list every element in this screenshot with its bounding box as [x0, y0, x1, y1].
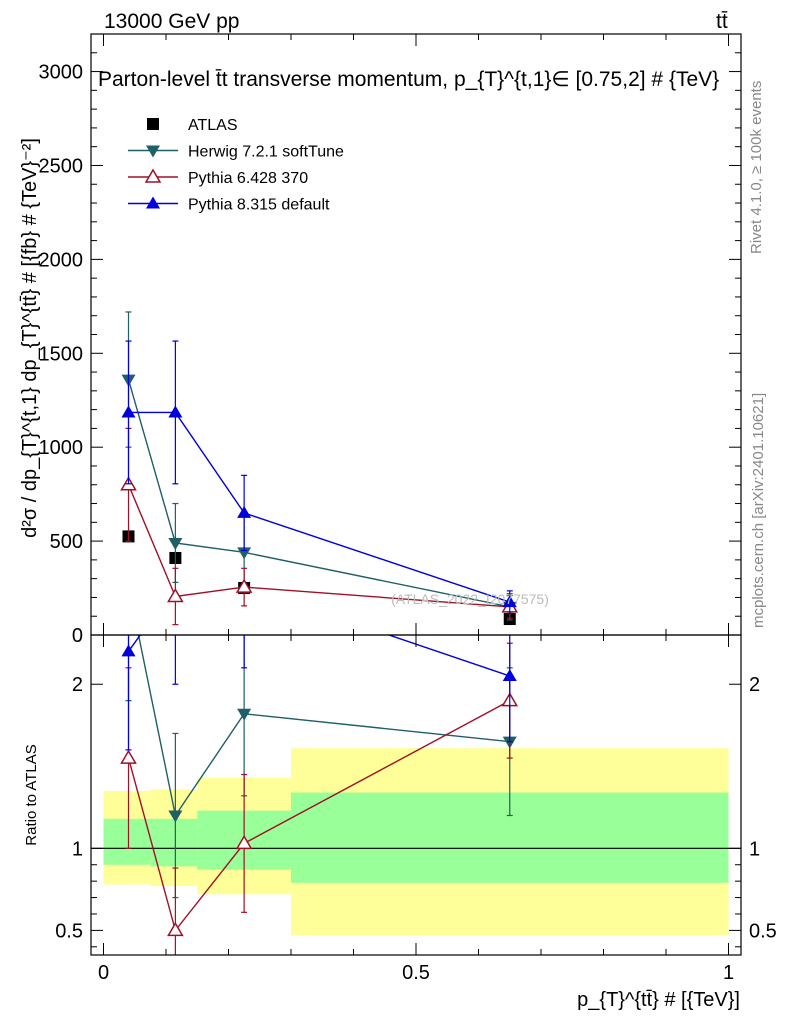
- main-y-tick-label: 1000: [39, 437, 84, 459]
- ratio-y-axis-label: Ratio to ATLAS: [23, 744, 40, 845]
- main-point-herwig-7-2-1-softtune: [237, 547, 252, 560]
- main-y-tick-label: 2000: [39, 249, 84, 271]
- ratio-point-herwig-7-2-1-softtune: [122, 581, 136, 593]
- ratio-y-tick-label: 2: [72, 674, 83, 696]
- ratio-y-tick-label-right: 1: [749, 838, 760, 860]
- main-point-pythia-6-428-370: [235, 578, 253, 593]
- ratio-point-pythia-8-315-default: [121, 644, 136, 657]
- legend: ATLAS Herwig 7.2.1 softTune Pythia 6.428 3…: [128, 117, 344, 214]
- process-label: tt̄: [716, 10, 728, 33]
- legend-marker: [144, 168, 162, 183]
- legend-marker: [146, 145, 160, 158]
- legend-entry-pythia-8-315-default: Pythia 8.315 default: [128, 196, 330, 214]
- x-tick-label: 0: [98, 962, 109, 984]
- legend-entry-atlas: ATLAS: [147, 117, 238, 134]
- ratio-point-pythia-6-428-370: [235, 834, 253, 850]
- ratio-y-tick-label: 1: [72, 838, 83, 860]
- ratio-band-inner: [103, 818, 151, 865]
- legend-label: Herwig 7.2.1 softTune: [188, 144, 344, 161]
- legend-label: ATLAS: [188, 117, 238, 134]
- main-point-pythia-8-315-default: [168, 405, 183, 418]
- legend-entry-pythia-6-428-370: Pythia 6.428 370: [128, 168, 308, 187]
- rivet-version-label: Rivet 4.1.0, ≥ 100k events: [748, 81, 765, 254]
- ratio-point-herwig-7-2-1-softtune: [168, 810, 183, 823]
- main-series-atlas: [122, 530, 516, 626]
- ratio-point-herwig-7-2-1-softtune: [237, 708, 252, 721]
- main-line-herwig-7-2-1-softtune: [127, 379, 510, 608]
- main-point-pythia-8-315-default: [502, 595, 517, 608]
- chart-title: Parton-level t̄t transverse momentum, p_…: [98, 68, 719, 91]
- main-y-axis-label: d²σ / dp_{T}^{t,1} dp_{T}^{tt̄} # [{fb} …: [19, 138, 41, 538]
- main-line-pythia-8-315-default: [128, 411, 510, 603]
- ratio-y-tick-label-right: 0.5: [749, 920, 777, 942]
- legend-entry-herwig-7-2-1-softtune: Herwig 7.2.1 softTune: [128, 144, 344, 161]
- legend-marker: [147, 118, 159, 130]
- main-point-pythia-6-428-370: [167, 588, 184, 603]
- legend-label: Pythia 8.315 default: [188, 197, 330, 214]
- x-tick-label: 0.5: [402, 962, 430, 984]
- energy-label: 13000 GeV pp: [104, 10, 239, 33]
- ratio-band-inner: [150, 818, 198, 867]
- ratio-y-tick-label-right: 2: [749, 674, 760, 696]
- ratio-point-pythia-6-428-370: [120, 749, 137, 764]
- ratio-line-pythia-6-428-370: [127, 700, 511, 932]
- main-y-tick-label: 1500: [39, 343, 84, 365]
- ratio-series-pythia-8-315-default: [121, 635, 517, 751]
- main-point-herwig-7-2-1-softtune: [168, 537, 183, 550]
- mcplots-label: mcplots.cern.ch [arXiv:2401.10621]: [750, 393, 767, 628]
- legend-label: Pythia 6.428 370: [188, 170, 308, 187]
- main-line-pythia-6-428-370: [127, 484, 510, 608]
- ratio-y-tick-label: 0.5: [55, 920, 83, 942]
- ratio-point-pythia-6-428-370: [167, 921, 184, 937]
- main-y-tick-label: 3000: [39, 62, 84, 84]
- ratio-panel: 0.5 0.5 1 1 2 2 0 0.5 1 Ratio to ATLAS p_{T}^{tt…: [23, 581, 777, 1011]
- main-y-tick-label: 2500: [39, 155, 84, 177]
- x-tick-label: 1: [723, 962, 734, 984]
- main-y-tick-label: 0: [72, 625, 83, 647]
- x-axis-label: p_{T}^{tt̄} # [{TeV}]: [577, 989, 740, 1011]
- main-point-pythia-8-315-default: [237, 505, 252, 518]
- analysis-watermark: (ATLAS_2022_I2077575): [391, 591, 549, 607]
- main-series-pythia-8-315-default: [121, 340, 517, 615]
- main-series-herwig-7-2-1-softtune: [121, 311, 517, 621]
- main-point-pythia-8-315-default: [121, 405, 136, 418]
- ratio-point-pythia-8-315-default: [502, 669, 517, 682]
- legend-marker: [146, 196, 160, 209]
- ratio-line-herwig-7-2-1-softtune: [137, 635, 510, 818]
- main-y-tick-label: 500: [50, 531, 83, 553]
- main-panel: 0 500 1000 1500 2000 2500 3000 Parton-level t̄…: [19, 33, 742, 647]
